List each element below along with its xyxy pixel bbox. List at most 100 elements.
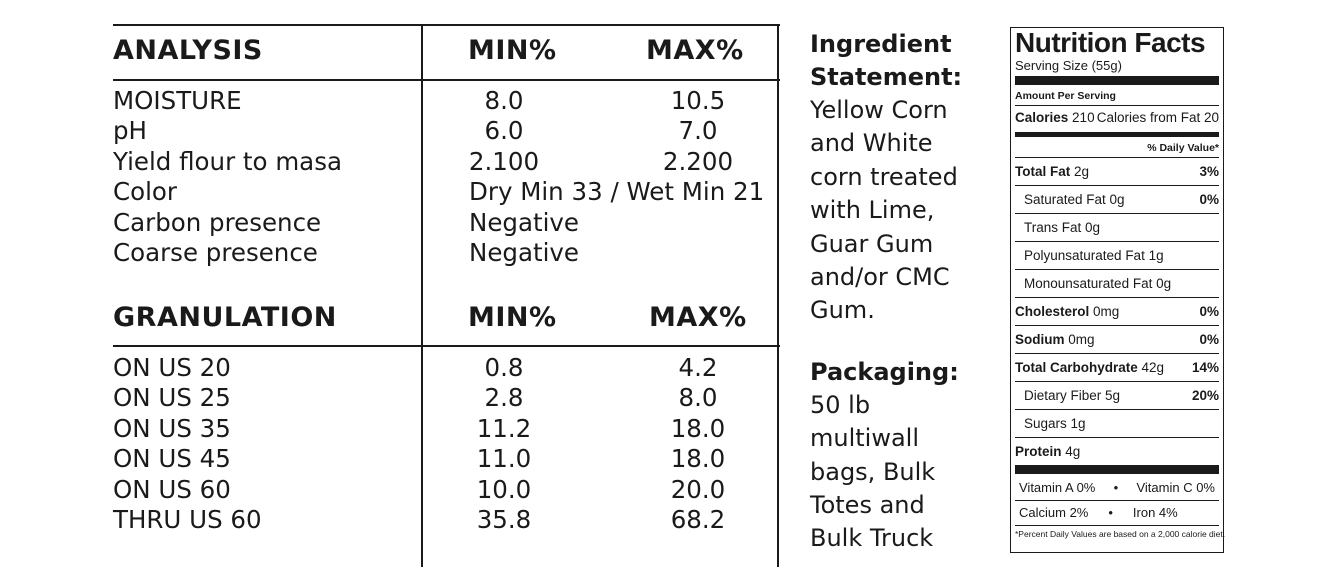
- table-top-rule: [113, 24, 780, 26]
- carbohydrate-dv: 14%: [1191, 360, 1219, 375]
- ingredient-line: and White: [810, 129, 933, 158]
- thick-divider: [1015, 465, 1219, 474]
- carbohydrate-label: Total Carbohydrate: [1015, 360, 1138, 375]
- ingredient-column: Ingredient Statement: Yellow Corn and Wh…: [810, 28, 980, 556]
- poly-fat: Polyunsaturated Fat 1g: [1024, 248, 1164, 263]
- packaging-line: bags, Bulk: [810, 457, 936, 486]
- calories-value: 210: [1072, 110, 1095, 125]
- bullet: •: [1113, 480, 1119, 495]
- carbon-value: Negative: [469, 208, 579, 237]
- analysis-max-header: MAX%: [646, 35, 744, 66]
- analysis-row-label: pH: [113, 116, 147, 145]
- ingredient-heading: Statement:: [810, 63, 963, 91]
- analysis-row-max: 10.5: [670, 86, 726, 115]
- coarse-label: Coarse presence: [113, 238, 318, 267]
- iron: Iron 4%: [1132, 505, 1178, 520]
- granulation-row-min: 0.8: [484, 353, 524, 382]
- saturated-fat-dv: 0%: [1199, 192, 1219, 207]
- analysis-row-min: 2.100: [468, 147, 540, 176]
- nutrition-title: Nutrition Facts: [1015, 27, 1206, 58]
- serving-size: Serving Size (55g): [1015, 58, 1122, 73]
- poly-fat-row: Polyunsaturated Fat 1g: [1015, 242, 1219, 270]
- amount-per-serving: Amount Per Serving: [1015, 87, 1219, 106]
- medium-divider: [1015, 132, 1219, 137]
- calcium: Calcium 2%: [1019, 505, 1089, 520]
- cholesterol-dv: 0%: [1199, 304, 1219, 319]
- saturated-fat-row: Saturated Fat 0g 0%: [1015, 186, 1219, 214]
- granulation-row-label: ON US 20: [113, 353, 231, 382]
- ingredient-line: corn treated: [810, 162, 958, 191]
- fiber-dv: 20%: [1191, 388, 1219, 403]
- granulation-min-header: MIN%: [468, 302, 557, 333]
- fiber: Dietary Fiber 5g: [1024, 388, 1121, 403]
- total-fat-dv: 3%: [1199, 164, 1219, 179]
- minerals-row: Calcium 2% • Iron 4%: [1015, 501, 1219, 526]
- color-value: Dry Min 33 / Wet Min 21: [469, 177, 765, 206]
- sodium-dv: 0%: [1199, 332, 1219, 347]
- granulation-row-label: ON US 35: [113, 414, 231, 443]
- granulation-row-min: 10.0: [476, 475, 532, 504]
- carbohydrate-amount: 42g: [1141, 360, 1165, 375]
- vitamin-a: Vitamin A 0%: [1019, 480, 1096, 495]
- granulation-row-label: ON US 45: [113, 444, 231, 473]
- granulation-row-min: 11.2: [476, 414, 532, 443]
- mono-fat-row: Monounsaturated Fat 0g: [1015, 270, 1219, 298]
- cholesterol-amount: 0mg: [1093, 304, 1120, 319]
- mono-fat: Monounsaturated Fat 0g: [1024, 276, 1172, 291]
- bullet: •: [1108, 505, 1113, 520]
- carbohydrate-row: Total Carbohydrate 42g 14%: [1015, 354, 1219, 382]
- ingredient-heading: Ingredient: [810, 30, 952, 58]
- packaging-line: 50 lb: [810, 390, 871, 419]
- granulation-row-max: 20.0: [670, 475, 726, 504]
- packaging-heading: Packaging:: [810, 357, 959, 386]
- saturated-fat: Saturated Fat 0g: [1024, 192, 1125, 207]
- granulation-header: GRANULATION: [113, 302, 337, 333]
- granulation-max-header: MAX%: [649, 302, 747, 333]
- granulation-header-rule: [113, 345, 780, 347]
- packaging-line: Bulk Truck: [810, 524, 934, 553]
- analysis-row-max: 7.0: [678, 116, 718, 145]
- trans-fat: Trans Fat 0g: [1024, 220, 1101, 235]
- fiber-row: Dietary Fiber 5g 20%: [1015, 382, 1219, 410]
- column-divider-1: [421, 24, 423, 567]
- column-divider-2: [777, 24, 779, 567]
- analysis-row-min: 6.0: [484, 116, 524, 145]
- ingredient-line: and/or CMC: [810, 263, 950, 292]
- sodium-amount: 0mg: [1068, 332, 1095, 347]
- granulation-row-label: ON US 25: [113, 383, 231, 412]
- packaging-line: Totes and: [810, 491, 925, 520]
- analysis-min-header: MIN%: [468, 35, 557, 66]
- trans-fat-row: Trans Fat 0g: [1015, 214, 1219, 242]
- total-fat-amount: 2g: [1074, 164, 1090, 179]
- granulation-row-min: 35.8: [476, 505, 532, 534]
- ingredient-line: with Lime,: [810, 196, 935, 225]
- sugars: Sugars 1g: [1024, 416, 1086, 431]
- sodium-label: Sodium: [1015, 332, 1065, 347]
- calories-label: Calories: [1015, 110, 1069, 125]
- analysis-row-label: MOISTURE: [113, 86, 242, 115]
- granulation-row-max: 8.0: [678, 383, 718, 412]
- total-fat-row: Total Fat 2g 3%: [1015, 158, 1219, 186]
- protein-label: Protein: [1015, 444, 1062, 459]
- packaging-line: multiwall: [810, 424, 920, 453]
- sodium-row: Sodium 0mg 0%: [1015, 326, 1219, 354]
- granulation-row-max: 4.2: [678, 353, 718, 382]
- protein-amount: 4g: [1065, 444, 1081, 459]
- cholesterol-row: Cholesterol 0mg 0%: [1015, 298, 1219, 326]
- granulation-row-label: ON US 60: [113, 475, 231, 504]
- carbon-label: Carbon presence: [113, 208, 322, 237]
- daily-value-header: % Daily Value*: [1015, 139, 1219, 158]
- coarse-value: Negative: [469, 238, 579, 267]
- total-fat-label: Total Fat: [1015, 164, 1071, 179]
- cholesterol-label: Cholesterol: [1015, 304, 1090, 319]
- analysis-header-rule: [113, 79, 780, 81]
- analysis-header: ANALYSIS: [113, 35, 263, 66]
- ingredient-line: Guar Gum: [810, 229, 934, 258]
- granulation-row-max: 68.2: [670, 505, 726, 534]
- ingredient-line: Gum.: [810, 296, 875, 325]
- granulation-row-max: 18.0: [670, 444, 726, 473]
- calories-from-fat: Calories from Fat 20: [1096, 110, 1219, 125]
- vitamins-row: Vitamin A 0% • Vitamin C 0%: [1015, 476, 1219, 501]
- calories-row: Calories 210 Calories from Fat 20: [1015, 106, 1219, 130]
- analysis-row-min: 8.0: [484, 86, 524, 115]
